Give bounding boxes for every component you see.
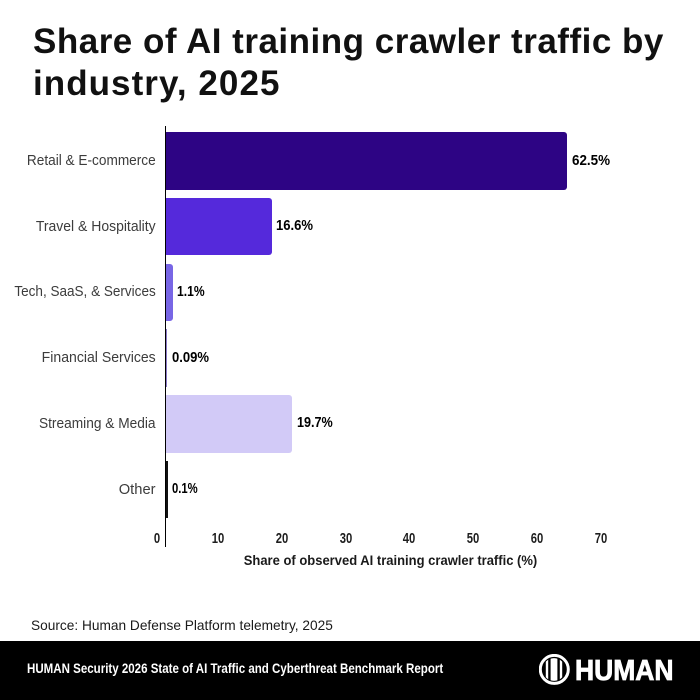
svg-text:HUMAN: HUMAN (575, 654, 674, 685)
